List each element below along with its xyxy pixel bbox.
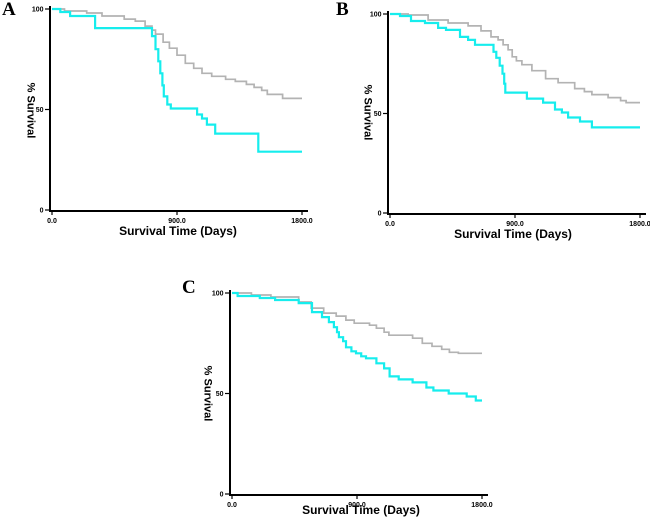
x-tick-label: 1800.0 (471, 502, 493, 509)
km-chart-b: 0.0 900.0 1800.0 0 50 100 (370, 11, 650, 228)
km-panel-c: 0.0 900.0 1800.0 0 50 100 C % Survival Surviv… (160, 270, 500, 523)
y-axis-label-c: % Survival (201, 365, 214, 422)
y-tick-label: 0 (378, 211, 382, 218)
km-chart-a: 0.0 900.0 1800.0 0 50 100 (32, 6, 313, 225)
y-axis-label-a: % Survival (24, 82, 37, 139)
y-tick-label: 50 (36, 107, 44, 114)
y-tick-label: 0 (40, 208, 44, 215)
x-tick-label: 1800.0 (629, 221, 650, 228)
panel-letter-b: B (336, 0, 349, 20)
y-tick-label: 50 (374, 111, 382, 118)
series-gray-curve (390, 13, 640, 104)
x-tick-label: 900.0 (506, 221, 524, 228)
km-panel-a: 0.0 900.0 1800.0 0 50 100 A % Survival Surviv… (0, 0, 325, 262)
x-axis-label-b: Survival Time (Days) (454, 227, 572, 241)
x-axis-label-a: Survival Time (Days) (119, 224, 237, 238)
y-tick-label: 50 (216, 391, 224, 398)
series-cyan-curve (232, 291, 482, 402)
x-tick-label: 0.0 (385, 221, 395, 228)
y-tick-label: 100 (32, 7, 44, 14)
series-cyan-curve (52, 7, 302, 153)
x-tick-label: 900.0 (348, 502, 366, 509)
y-axis-label-b: % Survival (361, 84, 374, 141)
panel-letter-a: A (2, 0, 16, 20)
series-cyan-curve (390, 12, 640, 129)
x-axis-label-c: Survival Time (Days) (302, 503, 420, 517)
x-tick-label: 1800.0 (291, 218, 313, 225)
series-gray-curve (232, 292, 482, 355)
series-gray-curve (52, 8, 302, 100)
km-chart-c: 0.0 900.0 1800.0 0 50 100 (212, 290, 493, 509)
x-tick-label: 0.0 (227, 502, 237, 509)
y-tick-label: 0 (220, 492, 224, 499)
x-tick-label: 0.0 (47, 218, 57, 225)
km-panel-b: 0.0 900.0 1800.0 0 50 100 B % Survival Surviv… (325, 0, 650, 262)
x-tick-label: 900.0 (168, 218, 186, 225)
y-tick-label: 100 (212, 291, 224, 298)
panel-letter-c: C (182, 277, 196, 298)
y-tick-label: 100 (370, 12, 382, 19)
